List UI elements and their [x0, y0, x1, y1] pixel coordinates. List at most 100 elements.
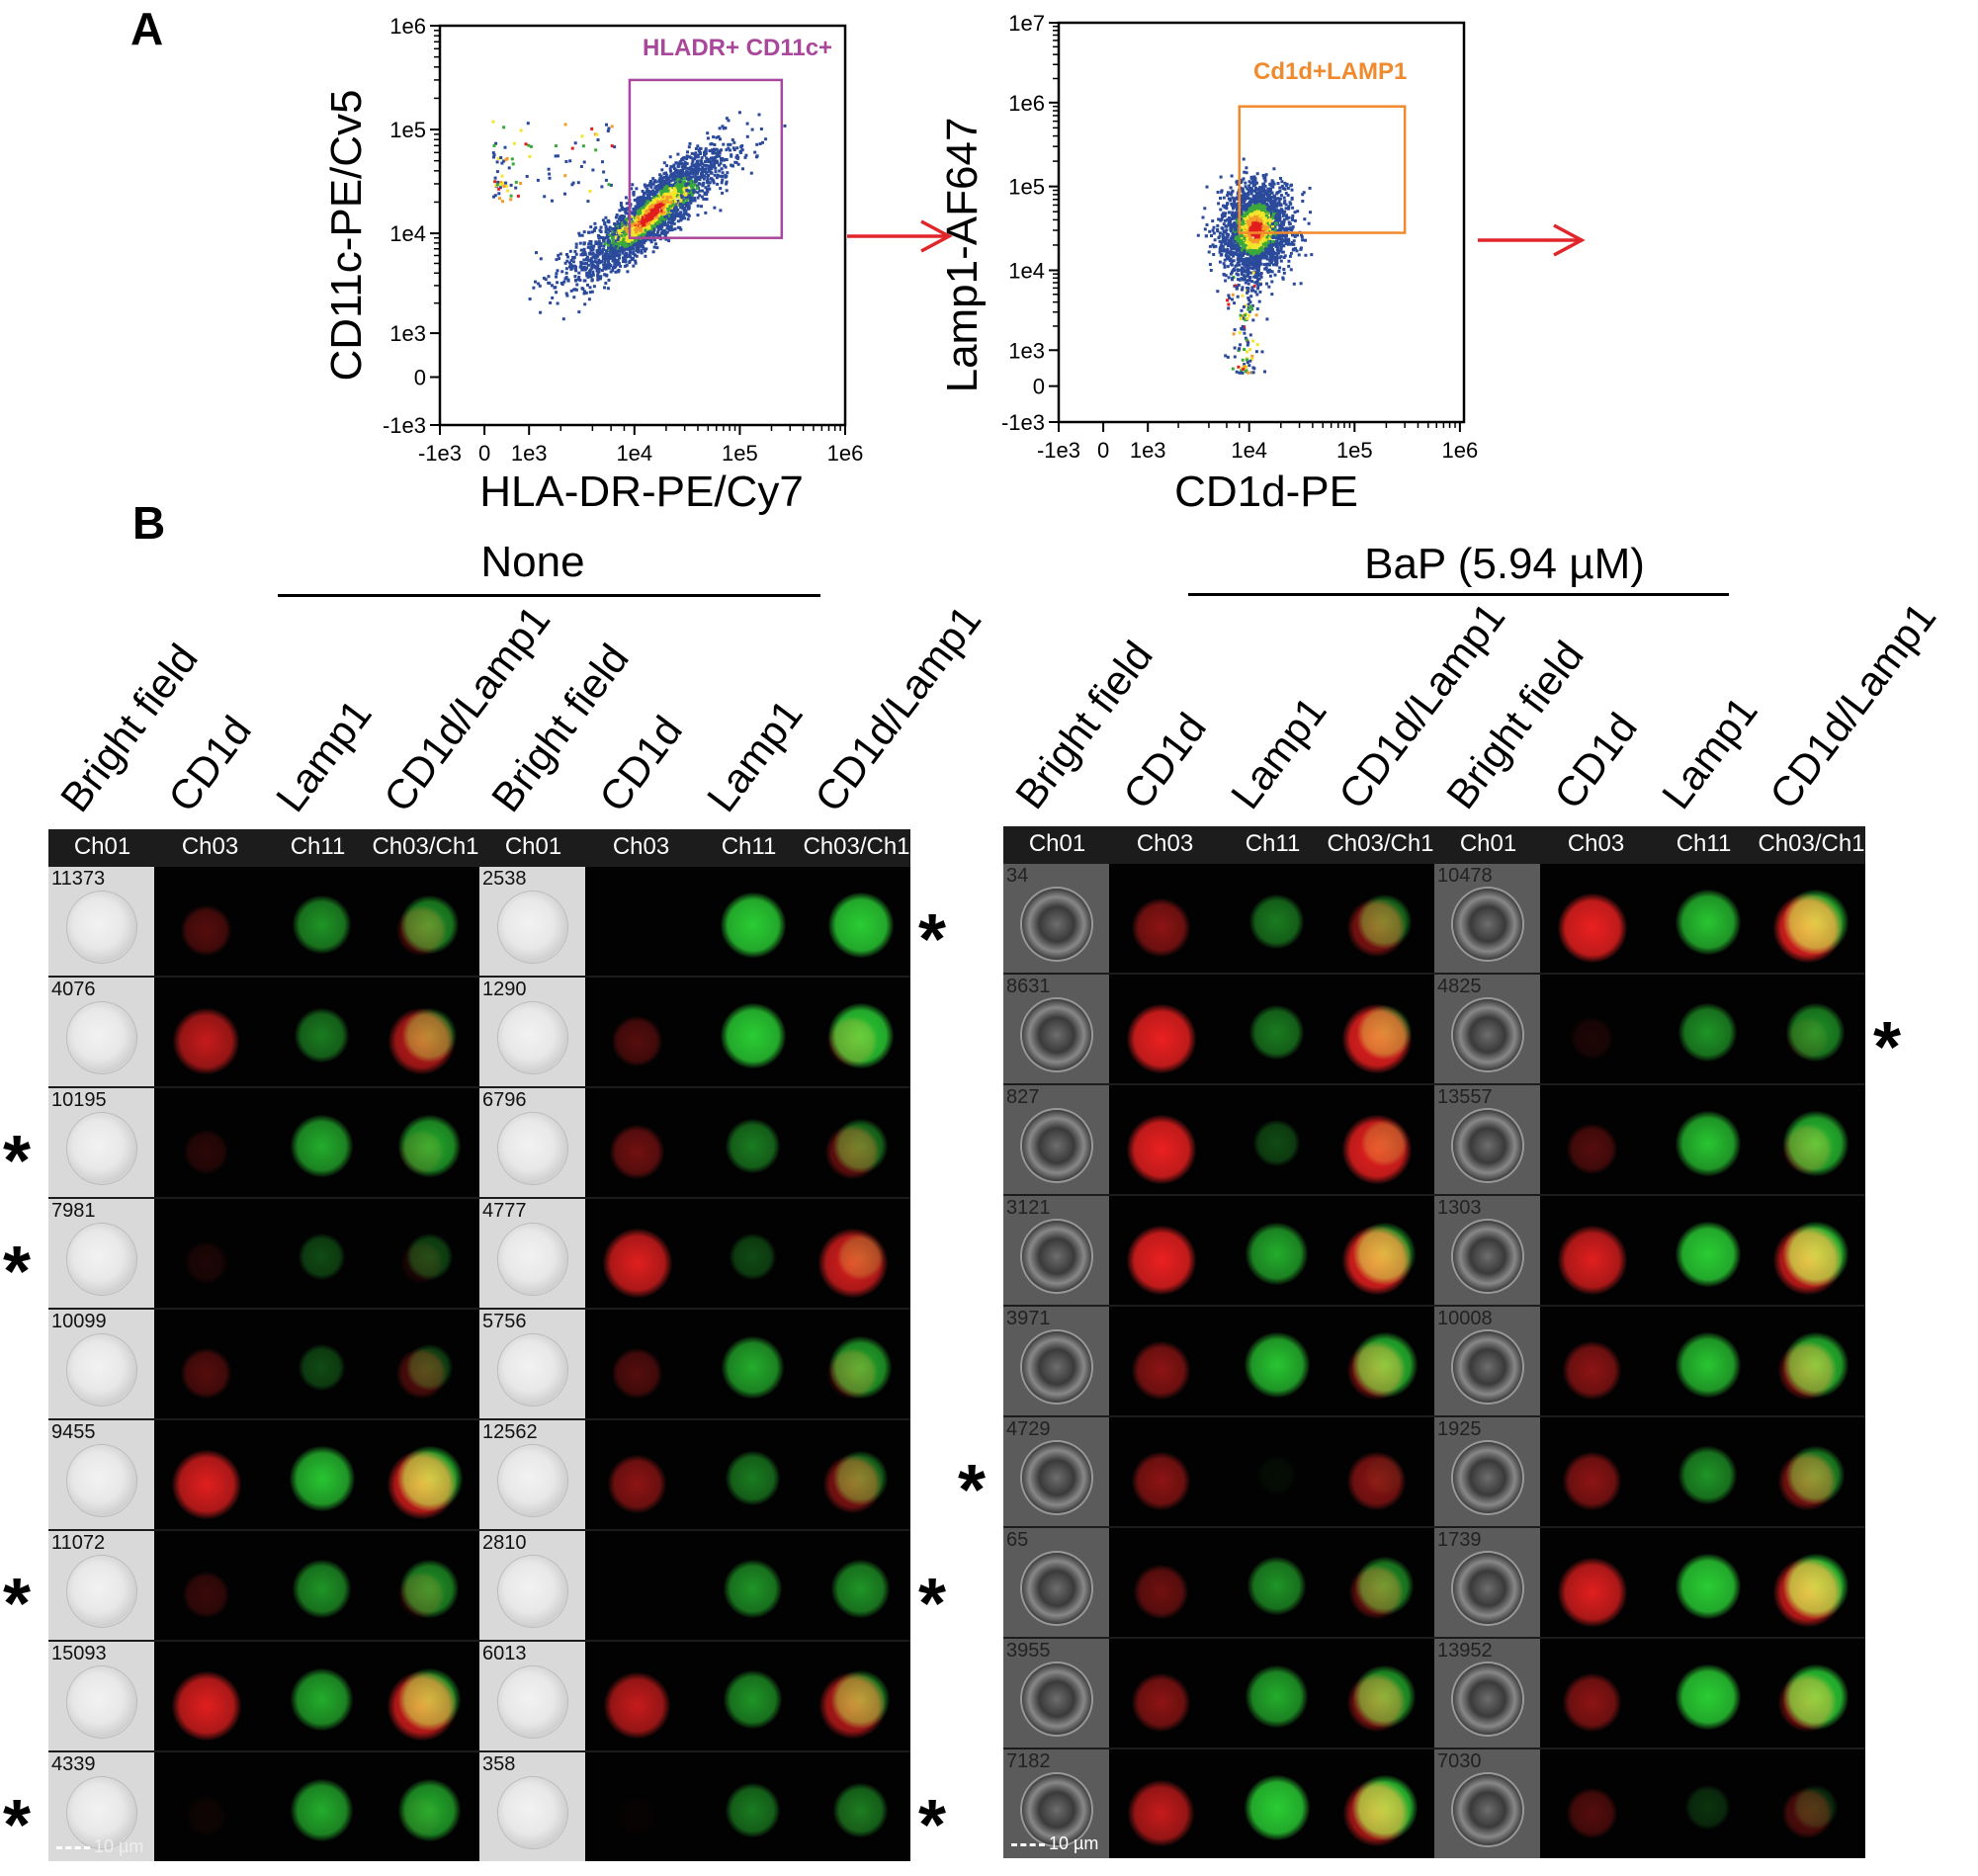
event-dot — [673, 174, 677, 178]
event-dot — [673, 207, 676, 211]
event-dot — [683, 202, 687, 206]
event-dot — [1272, 222, 1276, 226]
event-dot — [1259, 262, 1263, 266]
event-dot — [694, 180, 697, 184]
event-dot — [665, 226, 669, 230]
event-dot — [634, 238, 638, 242]
event-dot — [1287, 220, 1291, 224]
brightfield-image[interactable]: 2538 — [479, 867, 585, 976]
event-dot — [1231, 211, 1235, 214]
event-dot — [1252, 189, 1255, 193]
event-dot — [590, 127, 594, 130]
event-dot — [1227, 302, 1231, 306]
event-dot — [1285, 226, 1288, 230]
event-dot — [1226, 194, 1230, 198]
event-dot — [594, 240, 598, 244]
event-dot — [635, 245, 639, 249]
event-dot — [1249, 214, 1253, 218]
merge-image[interactable] — [372, 867, 479, 976]
event-dot — [685, 213, 689, 216]
event-dot — [1227, 223, 1231, 227]
event-dot — [1257, 189, 1261, 193]
event-dot — [1262, 219, 1265, 223]
event-dot — [664, 208, 668, 212]
event-dot — [684, 162, 687, 166]
lamp1-image[interactable] — [264, 867, 372, 976]
event-dot — [1231, 298, 1234, 301]
brightfield-image[interactable]: 11373 — [48, 867, 154, 976]
event-dot — [713, 143, 717, 146]
event-dot — [1262, 245, 1266, 249]
event-dot — [685, 157, 689, 160]
event-dot — [1285, 216, 1289, 220]
event-dot — [1280, 184, 1284, 188]
event-dot — [1235, 218, 1239, 222]
event-dot — [560, 283, 564, 287]
event-dot — [678, 180, 682, 184]
event-dot — [1270, 222, 1274, 226]
event-dot — [1236, 268, 1240, 272]
event-dot — [675, 203, 679, 207]
event-dot — [692, 191, 696, 195]
event-dot — [645, 216, 648, 220]
event-dot — [1248, 266, 1252, 270]
event-dot — [686, 205, 690, 209]
event-dot — [657, 197, 661, 201]
event-dot — [635, 199, 639, 203]
event-dot — [637, 244, 641, 248]
event-dot — [638, 231, 642, 235]
event-dot — [1218, 234, 1222, 238]
event-dot — [579, 260, 583, 264]
event-dot — [664, 237, 668, 241]
event-dot — [535, 251, 538, 255]
event-dot — [1289, 202, 1293, 206]
event-dot — [1258, 283, 1262, 287]
event-dot — [761, 140, 764, 144]
lamp1-image[interactable] — [695, 867, 803, 976]
event-dot — [623, 208, 627, 212]
event-dot — [722, 142, 726, 146]
event-dot — [632, 264, 636, 268]
cd1d-image[interactable] — [587, 867, 695, 976]
event-dot — [1269, 245, 1273, 249]
event-dot — [694, 155, 698, 159]
event-dot — [1232, 199, 1236, 203]
event-dot — [606, 263, 610, 267]
event-dot — [504, 158, 508, 162]
object-number: 11373 — [51, 868, 106, 890]
cd1d-image[interactable] — [156, 867, 264, 976]
event-dot — [1287, 215, 1291, 219]
event-dot — [1280, 210, 1284, 213]
event-dot — [1236, 257, 1240, 261]
event-dot — [1273, 227, 1277, 231]
event-dot — [1263, 205, 1267, 209]
event-dot — [1232, 207, 1235, 211]
event-dot — [1243, 331, 1247, 335]
event-dot — [1263, 224, 1267, 228]
event-dot — [666, 189, 670, 193]
event-dot — [696, 164, 700, 168]
event-dot — [1226, 265, 1230, 269]
event-dot — [509, 194, 513, 198]
event-dot — [652, 219, 656, 222]
event-dot — [625, 222, 629, 226]
event-dot — [1226, 191, 1230, 195]
event-dot — [661, 182, 665, 186]
event-dot — [623, 244, 627, 248]
event-dot — [1278, 186, 1282, 190]
event-dot — [564, 267, 568, 271]
event-dot — [706, 175, 710, 179]
event-dot — [732, 148, 736, 151]
event-dot — [519, 128, 523, 132]
event-dot — [718, 169, 722, 173]
event-dot — [1270, 191, 1274, 195]
event-dot — [1261, 216, 1265, 220]
event-dot — [1220, 240, 1224, 244]
brightfield-image[interactable]: 4076 — [48, 978, 154, 1086]
event-dot — [1246, 279, 1248, 283]
event-dot — [1264, 213, 1268, 217]
event-dot — [643, 241, 646, 245]
event-dot — [701, 189, 704, 193]
event-dot — [1240, 211, 1244, 214]
merge-image[interactable] — [803, 867, 910, 976]
